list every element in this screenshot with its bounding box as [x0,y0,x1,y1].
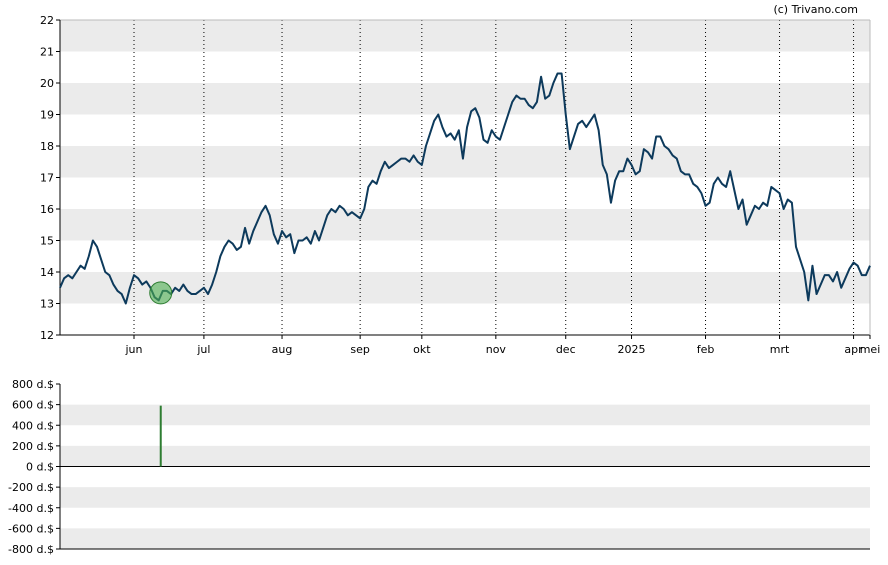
price-y-tick-label: 22 [40,14,54,27]
volume-y-tick-label: -600 d.$ [8,522,54,535]
price-x-tick-label: okt [413,343,431,356]
price-x-tick-label: aug [272,343,293,356]
volume-grid-band [60,445,870,467]
price-x-tick-label: dec [556,343,576,356]
price-line [59,72,871,305]
price-y-tick-label: 15 [40,235,54,248]
price-x-tick-label: nov [486,343,507,356]
volume-y-tick-label: -800 d.$ [8,543,54,556]
price-grid-band [60,209,870,241]
volume-y-tick-label: 0 d.$ [26,461,54,474]
price-x-tick-label: jul [196,343,210,356]
price-x-tick-label: mrt [770,343,790,356]
price-y-tick-label: 20 [40,77,54,90]
price-x-tick-label: 2025 [618,343,646,356]
price-y-tick-label: 21 [40,46,54,59]
volume-grid-band [60,404,870,426]
price-y-tick-label: 17 [40,172,54,185]
price-grid-band [60,20,870,52]
volume-y-tick-label: -400 d.$ [8,502,54,515]
volume-grid-band [60,487,870,508]
event-marker [149,281,173,305]
price-grid-band [60,83,870,115]
price-y-tick-label: 16 [40,203,54,216]
price-y-tick-label: 12 [40,329,54,342]
volume-y-tick-label: -200 d.$ [8,481,54,494]
price-x-tick-label: feb [697,343,715,356]
price-x-tick-label: jun [125,343,143,356]
volume-y-tick-label: 600 d.$ [12,399,54,412]
volume-grid-band [60,528,870,549]
price-x-tick-label: mei [860,343,881,356]
price-y-tick-label: 13 [40,298,54,311]
chart-credit: (c) Trivano.com [773,3,858,16]
price-x-tick-label: apr [844,343,863,356]
price-y-tick-label: 18 [40,140,54,153]
volume-y-tick-label: 200 d.$ [12,440,54,453]
price-grid-band [60,272,870,304]
volume-y-tick-label: 800 d.$ [12,378,54,391]
price-y-tick-label: 14 [40,266,54,279]
price-y-tick-label: 19 [40,109,54,122]
price-grid-band [60,146,870,178]
price-x-tick-label: sep [350,343,369,356]
volume-y-tick-label: 400 d.$ [12,419,54,432]
